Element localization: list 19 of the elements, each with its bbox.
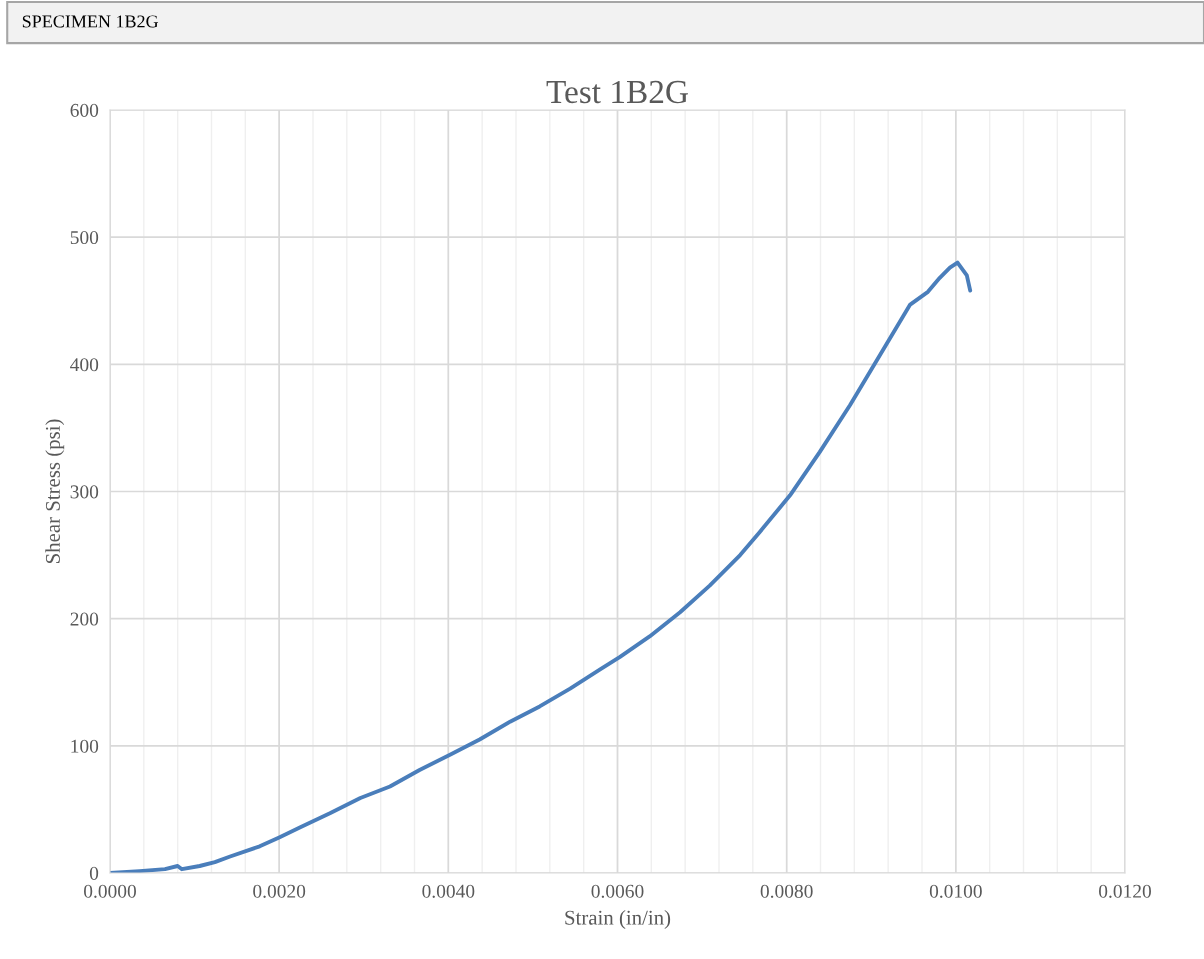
y-tick-label: 100 <box>71 739 99 753</box>
x-tick-label: 0.0020 <box>253 884 306 898</box>
chart-subtitle: SPECIMEN 1B2G <box>22 15 159 28</box>
y-tick-label: 200 <box>70 612 99 626</box>
x-tick-label: 0.0040 <box>422 884 475 898</box>
line-series <box>110 260 973 873</box>
x-tick-label: 0.0080 <box>760 884 813 898</box>
y-tick-label: 600 <box>70 103 99 117</box>
x-tick-label: 0.0100 <box>929 884 982 898</box>
x-tick-label: 0.0000 <box>84 884 136 898</box>
x-tick-label: 0.0060 <box>591 884 644 898</box>
x-tick-label: 0.0120 <box>1099 884 1151 898</box>
y-tick-label: 500 <box>70 230 99 245</box>
y-tick-label: 400 <box>70 358 99 372</box>
y-tick-label: 0 <box>89 866 99 880</box>
x-axis-title: Strain (in/in) <box>565 910 671 929</box>
y-axis-title: Shear Stress (psi) <box>45 419 65 564</box>
y-tick-label: 300 <box>70 485 99 499</box>
chart-title: Test 1B2G <box>546 80 688 104</box>
